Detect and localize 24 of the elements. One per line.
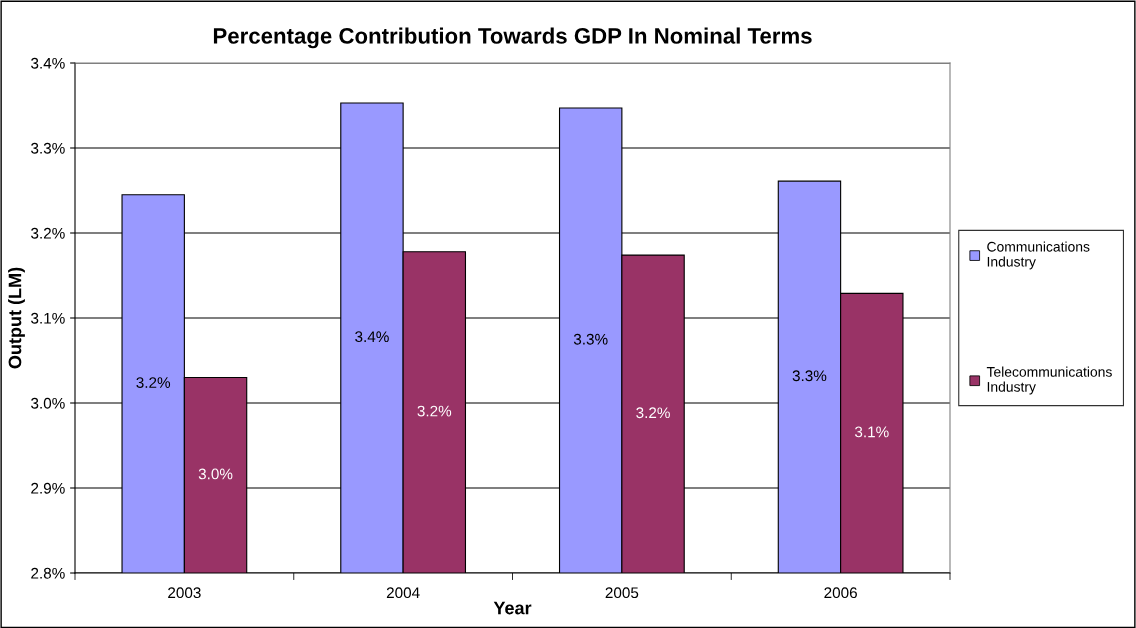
- y-tick-label: 3.2%: [31, 227, 65, 239]
- data-label: 3.2%: [417, 405, 452, 417]
- data-label: 3.0%: [198, 468, 233, 480]
- y-axis-title: Output (LM): [8, 267, 25, 369]
- legend-label: Communications Industry: [987, 241, 1090, 270]
- data-label: 3.2%: [636, 407, 670, 419]
- data-label: 3.1%: [854, 426, 889, 438]
- data-label: 3.3%: [573, 333, 608, 345]
- x-tick-label: 2005: [605, 587, 639, 599]
- y-tick-label: 2.8%: [31, 567, 65, 579]
- x-tick-label: 2003: [168, 587, 201, 599]
- y-tick-label: 3.4%: [31, 57, 65, 69]
- data-label: 3.2%: [136, 377, 171, 388]
- legend-label: Telecommunications Industry: [986, 366, 1112, 395]
- y-tick-label: 3.3%: [31, 142, 65, 154]
- x-axis-title: Year: [493, 601, 532, 615]
- y-tick-label: 3.0%: [31, 397, 65, 409]
- data-label: 3.3%: [792, 370, 827, 382]
- data-label: 3.4%: [355, 331, 389, 343]
- x-tick-label: 2006: [824, 587, 857, 599]
- x-tick-label: 2004: [386, 587, 420, 599]
- y-tick-label: 2.9%: [31, 482, 65, 494]
- chart-title: Percentage Contribution Towards GDP In Nominal Terms: [213, 27, 812, 49]
- y-tick-label: 3.1%: [31, 312, 65, 324]
